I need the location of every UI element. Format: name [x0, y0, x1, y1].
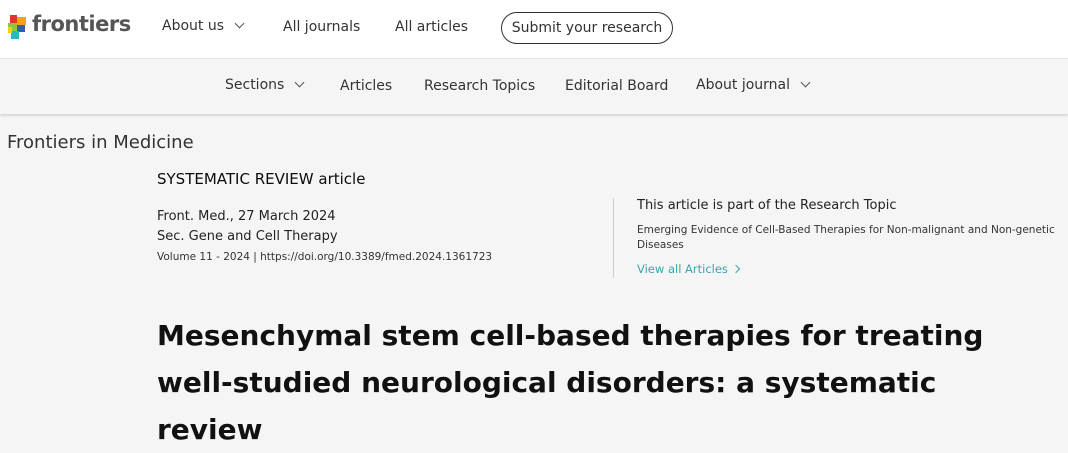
nav-about-us[interactable]: About us [162, 18, 245, 34]
article-title: Mesenchymal stem cell-based therapies fo… [157, 319, 984, 446]
nav-all-journals[interactable]: All journals [283, 19, 361, 35]
nav-about-us-label: About us [162, 18, 225, 34]
submit-research-button[interactable]: Submit your research [501, 12, 673, 44]
frontiers-logo-text[interactable]: frontiers [32, 12, 131, 36]
nav-sections-label: Sections [225, 77, 285, 93]
chevron-right-icon [731, 264, 741, 274]
nav-about-journal[interactable]: About journal [696, 77, 811, 93]
article-section[interactable]: Sec. Gene and Cell Therapy [157, 229, 338, 244]
journal-date: Front. Med., 27 March 2024 [157, 209, 336, 224]
chevron-down-icon [800, 77, 811, 88]
view-all-articles-link[interactable]: View all Articles [637, 262, 741, 276]
frontiers-logo-icon[interactable] [8, 15, 28, 39]
nav-editorial-board[interactable]: Editorial Board [565, 78, 669, 94]
nav-all-articles[interactable]: All articles [395, 19, 469, 35]
nav-research-topics[interactable]: Research Topics [424, 78, 536, 94]
view-all-articles-label: View all Articles [637, 262, 728, 276]
article-type: SYSTEMATIC REVIEW article [157, 170, 366, 188]
top-header: frontiers About us All journals All arti… [0, 0, 1068, 58]
journal-nav: Frontiers in Medicine Sections Articles … [0, 58, 1068, 153]
chevron-down-icon [234, 18, 245, 29]
chevron-down-icon [294, 77, 305, 88]
research-topic-name[interactable]: Emerging Evidence of Cell-Based Therapie… [637, 224, 1055, 251]
research-topic-heading: This article is part of the Research Top… [637, 198, 897, 213]
divider [613, 198, 614, 278]
nav-about-journal-label: About journal [696, 77, 791, 93]
volume-doi[interactable]: Volume 11 - 2024 | https://doi.org/10.33… [157, 251, 493, 263]
nav-sections[interactable]: Sections [225, 77, 305, 93]
nav-articles[interactable]: Articles [340, 78, 393, 94]
journal-title[interactable]: Frontiers in Medicine [7, 132, 194, 153]
